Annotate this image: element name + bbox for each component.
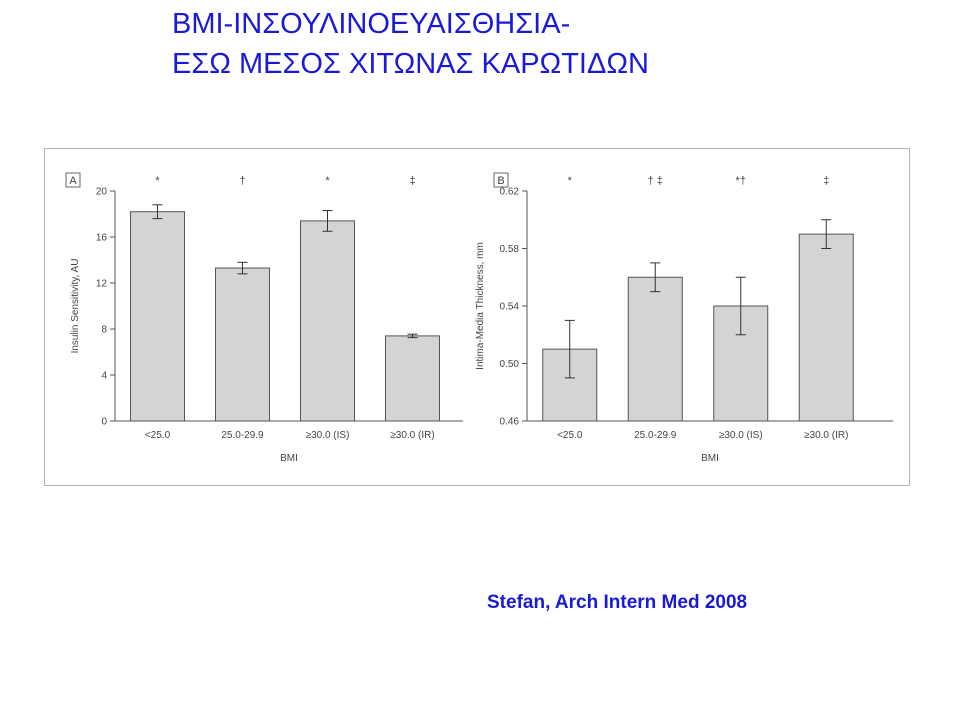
category-label: 25.0-29.9 (634, 430, 677, 441)
y-tick-label: 20 (96, 187, 108, 198)
y-tick-label: 0.50 (500, 359, 520, 370)
panel-letter: A (69, 175, 77, 187)
significance-marker: *† (736, 175, 746, 187)
significance-marker: † ‡ (648, 175, 663, 187)
y-tick-label: 0.58 (500, 244, 520, 255)
y-tick-label: 0 (101, 417, 107, 428)
category-label: ≥30.0 (IR) (804, 430, 848, 441)
panel-letter-box (65, 172, 81, 188)
y-tick-label: 0.54 (500, 302, 520, 313)
panel-letter-box (493, 172, 509, 188)
bar (215, 267, 270, 422)
citation: Stefan, Arch Intern Med 2008 (487, 592, 748, 613)
significance-marker: ‡ (823, 175, 829, 187)
category-label: 25.0-29.9 (221, 430, 264, 441)
slide-title: BMI-ΙΝΣΟΥΛΙΝΟΕΥΑΙΣΘΗΣΙΑ- ΕΣΩ ΜΕΣΟΣ ΧΙΤΩΝ… (172, 4, 649, 84)
panel-a-chart: A 0 4 8 12 16 20 Insulin Sensitivity, AU <25.0 * 2… (65, 172, 463, 464)
category-label: ≥30.0 (IR) (390, 430, 434, 441)
significance-marker: * (325, 175, 330, 187)
slide-title-line-2: ΕΣΩ ΜΕΣΟΣ ΧΙΤΩΝΑΣ ΚΑΡΩΤΙΔΩΝ (172, 48, 649, 80)
significance-marker: ‡ (409, 175, 415, 187)
y-tick-label: 4 (101, 371, 107, 382)
y-tick-label: 8 (101, 325, 107, 336)
category-label: <25.0 (145, 430, 171, 441)
bar (798, 233, 854, 422)
y-axis-label: Insulin Sensitivity, AU (70, 259, 81, 354)
y-axis-label: Intima-Media Thickness, mm (475, 242, 486, 370)
y-tick-label: 0.62 (500, 187, 520, 198)
x-axis-label: BMI (280, 453, 298, 464)
figure-svg: A 0 4 8 12 16 20 Insulin Sensitivity, AU <25.0 * 2… (65, 172, 893, 464)
significance-marker: * (155, 175, 160, 187)
bar (300, 220, 355, 422)
category-label: ≥30.0 (IS) (719, 430, 763, 441)
bar (627, 276, 683, 422)
category-label: <25.0 (557, 430, 583, 441)
panel-letter: B (497, 175, 504, 187)
bar (130, 211, 185, 422)
figure-frame: A 0 4 8 12 16 20 Insulin Sensitivity, AU <25.0 * 2… (44, 148, 910, 486)
significance-marker: * (568, 175, 573, 187)
y-tick-label: 16 (96, 233, 108, 244)
bar (385, 335, 440, 422)
category-label: ≥30.0 (IS) (306, 430, 350, 441)
x-axis-label: BMI (701, 453, 719, 464)
y-tick-label: 0.46 (500, 417, 520, 428)
slide-title-line-1: BMI-ΙΝΣΟΥΛΙΝΟΕΥΑΙΣΘΗΣΙΑ- (172, 8, 571, 40)
y-tick-label: 12 (96, 279, 108, 290)
panel-b-chart: B 0.46 0.50 0.54 0.58 0.62 Intima-Media Thickn… (475, 172, 893, 464)
significance-marker: † (239, 175, 245, 187)
